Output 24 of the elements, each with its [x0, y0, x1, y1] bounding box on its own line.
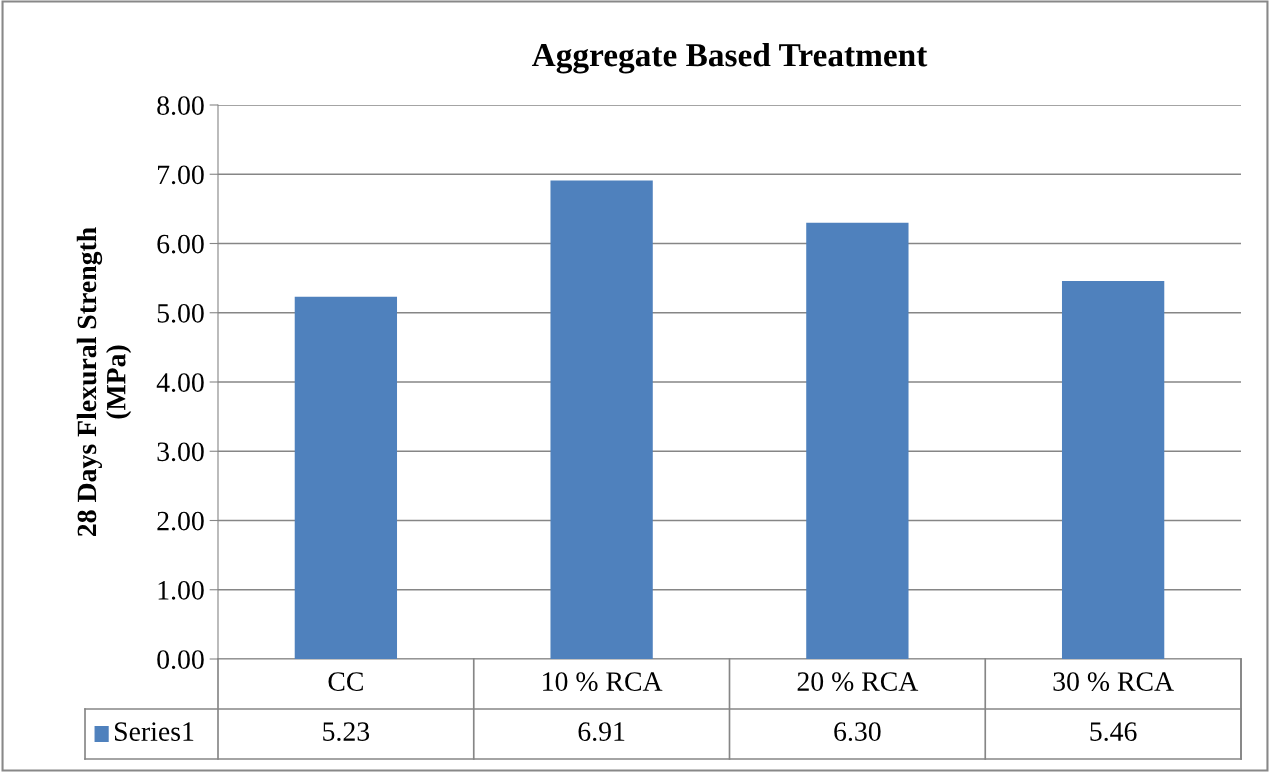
y-tick-label: 5.00	[157, 303, 204, 323]
data-label: 6.30	[834, 722, 881, 742]
y-tick-label: 6.00	[157, 234, 204, 254]
x-tick-label: 20 % RCA	[797, 672, 919, 692]
y-tick-label: 0.00	[157, 650, 204, 670]
data-label: 5.23	[323, 722, 370, 742]
data-label: 5.46	[1090, 722, 1137, 742]
chart-title: Aggregate Based Treatment	[531, 42, 928, 74]
bar	[806, 222, 909, 659]
y-tick-label: 3.00	[157, 442, 204, 462]
data-label: 6.91	[578, 722, 625, 742]
y-tick-label: 8.00	[157, 96, 204, 116]
y-tick-label: 2.00	[157, 511, 204, 531]
x-tick-label: 10 % RCA	[543, 672, 663, 692]
y-axis-title: 28 Days Flexural Strength (MPa)	[76, 227, 132, 537]
y-tick-label: 7.00	[158, 165, 204, 185]
x-tick-label: CC	[328, 672, 363, 691]
bar	[294, 296, 398, 659]
bar	[1061, 280, 1165, 659]
legend-label: Series1	[115, 722, 194, 741]
x-tick-label: 30 % RCA	[1053, 672, 1174, 692]
y-tick-label: 4.00	[156, 373, 204, 393]
bar	[550, 180, 653, 659]
y-tick-label: 1.00	[158, 580, 204, 600]
